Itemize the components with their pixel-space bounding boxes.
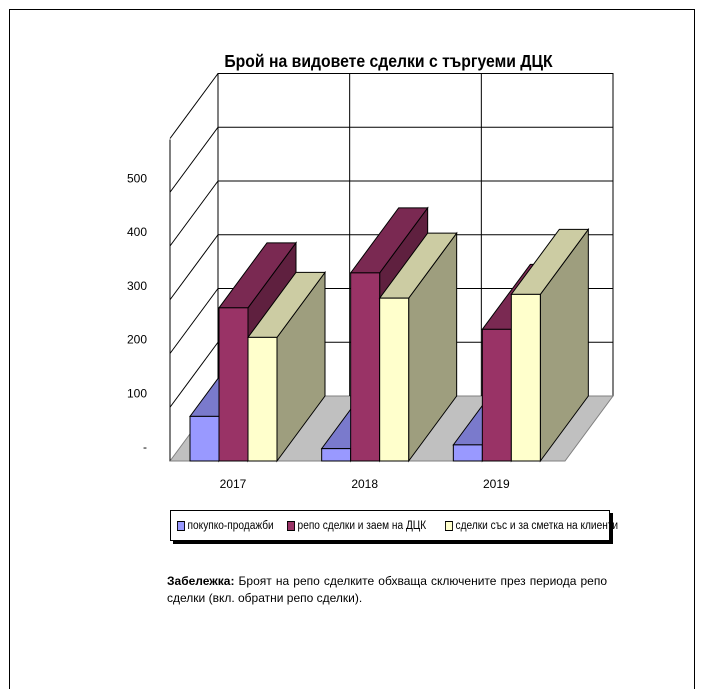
legend-label: сделки със и за сметка на клиенти bbox=[455, 519, 619, 532]
legend-swatch bbox=[445, 520, 453, 531]
legend-swatch bbox=[177, 520, 185, 531]
gridline-side bbox=[169, 234, 219, 301]
footnote-text: Броят на репо сделките обхваща сключенит… bbox=[167, 574, 607, 605]
x-tick-label: 2018 bbox=[351, 477, 378, 491]
bar bbox=[218, 307, 249, 462]
chart-title: Брой на видовете сделки с търгуеми ДЦК bbox=[224, 51, 553, 71]
page-frame bbox=[9, 9, 695, 689]
y-tick-label: 400 bbox=[127, 225, 147, 239]
gridline-side bbox=[169, 341, 219, 408]
chart-legend: покупко-продажби репо сделки и заем на ДЦ… bbox=[170, 510, 618, 541]
x-tick-label: 2017 bbox=[220, 477, 247, 491]
bar bbox=[350, 272, 381, 462]
legend-label: покупко-продажби bbox=[187, 519, 274, 532]
bar bbox=[189, 415, 220, 462]
y-tick-label: 100 bbox=[127, 386, 147, 400]
legend-item: репо сделки и заем на ДЦК bbox=[286, 519, 427, 532]
y-tick-label: 300 bbox=[127, 279, 147, 293]
y-tick-label: 500 bbox=[127, 171, 147, 185]
legend-label: репо сделки и заем на ДЦК bbox=[297, 519, 427, 532]
bar bbox=[481, 328, 512, 462]
bar bbox=[452, 444, 483, 462]
legend-item: сделки със и за сметка на клиенти bbox=[445, 520, 618, 532]
bar bbox=[510, 293, 541, 462]
footnote-label: Забележка: bbox=[167, 574, 235, 588]
bar bbox=[321, 448, 352, 462]
bar bbox=[379, 297, 410, 462]
legend-swatch bbox=[286, 520, 295, 531]
gridline-side bbox=[169, 288, 219, 354]
x-tick-label: 2019 bbox=[483, 477, 510, 491]
gridline-side bbox=[169, 73, 219, 139]
footnote: Забележка: Броят на репо сделките обхващ… bbox=[167, 573, 607, 607]
y-tick-label: 200 bbox=[127, 333, 147, 347]
gridline-side bbox=[169, 180, 219, 247]
legend-item: покупко-продажби bbox=[177, 520, 274, 532]
y-tick-label: - bbox=[143, 440, 147, 454]
gridline-side bbox=[169, 126, 219, 193]
bar bbox=[247, 336, 278, 462]
